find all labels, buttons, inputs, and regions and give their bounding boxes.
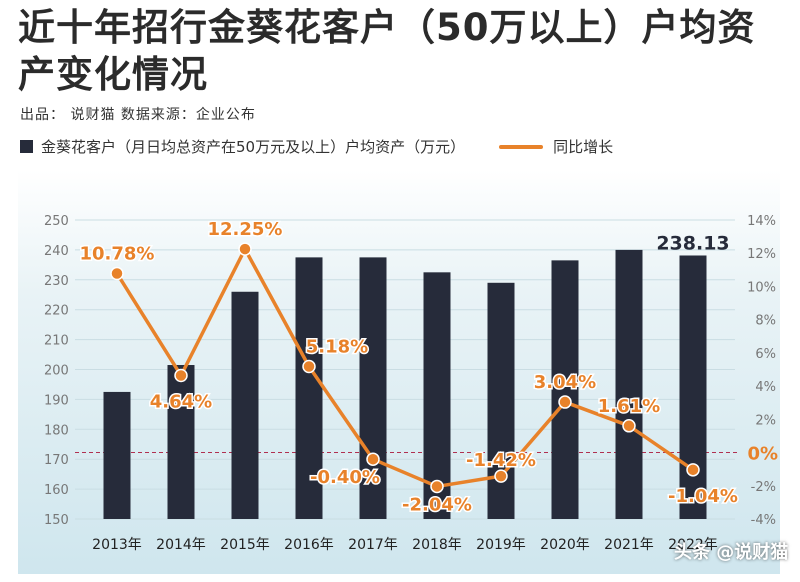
legend-bar-label: 金葵花客户（月日均总资产在50万元及以上）户均资产（万元） xyxy=(41,138,466,156)
bar xyxy=(359,257,387,519)
y-right-tick-label: 4% xyxy=(755,380,776,395)
line-point xyxy=(174,368,188,383)
line-point xyxy=(558,395,572,409)
line-point xyxy=(238,242,252,256)
bar xyxy=(167,365,195,519)
y-left-tick-label: 230 xyxy=(44,274,69,289)
y-right-tick-label: -2% xyxy=(751,480,776,495)
x-tick-label: 2015年 xyxy=(220,537,270,553)
x-tick-label: 2014年 xyxy=(156,537,206,553)
legend-bar-swatch xyxy=(20,140,33,153)
x-tick-label: 2020年 xyxy=(540,537,590,553)
x-tick-label: 2019年 xyxy=(476,537,526,553)
bar xyxy=(679,255,707,519)
x-tick-label: 2017年 xyxy=(348,537,398,553)
line-data-label: -1.04% xyxy=(668,486,738,507)
line-data-label: 5.18% xyxy=(306,337,368,358)
y-left-tick-label: 160 xyxy=(44,483,69,498)
y-left-tick-label: 200 xyxy=(44,364,69,379)
line-data-label: 1.61% xyxy=(598,396,660,417)
bar xyxy=(615,249,643,519)
line-point xyxy=(494,469,508,483)
line-data-label: 3.04% xyxy=(534,372,596,393)
growth-line xyxy=(115,247,694,489)
bar xyxy=(487,282,515,519)
x-tick-label: 2018年 xyxy=(412,537,462,553)
line-data-label: 12.25% xyxy=(208,219,283,240)
line-point xyxy=(686,463,700,477)
bar xyxy=(551,260,579,519)
y-left-tick-label: 210 xyxy=(44,334,69,349)
legend: 金葵花客户（月日均总资产在50万元及以上）户均资产（万元） 同比增长 xyxy=(20,136,613,157)
bar xyxy=(103,391,131,519)
y-left-tick-label: 190 xyxy=(44,393,69,408)
line-point xyxy=(302,359,316,374)
line-point xyxy=(110,266,124,281)
x-tick-label: 2022年 xyxy=(668,537,718,553)
line-data-label: -2.04% xyxy=(402,494,472,515)
chart-title: 近十年招行金葵花客户（50万以上）户均资产变化情况 xyxy=(18,6,756,96)
line-data-label: 10.78% xyxy=(80,243,155,264)
y-left-tick-label: 240 xyxy=(44,244,69,259)
x-tick-label: 2021年 xyxy=(604,537,654,553)
y-left-tick-label: 250 xyxy=(44,214,69,229)
y-right-zero-label: 0% xyxy=(747,444,778,465)
x-tick-label: 2013年 xyxy=(92,537,142,553)
y-left-tick-label: 170 xyxy=(44,453,69,468)
line-data-label: 4.64% xyxy=(150,391,212,412)
line-point xyxy=(366,452,380,466)
bar xyxy=(423,272,451,519)
line-point xyxy=(622,419,636,433)
y-right-tick-label: 10% xyxy=(747,280,776,295)
y-left-tick-label: 180 xyxy=(44,423,69,438)
chart-source: 出品： 说财猫 数据来源：企业公布 xyxy=(20,107,256,123)
line-point xyxy=(430,479,444,494)
x-tick-label: 2016年 xyxy=(284,537,334,553)
line-data-label: -1.42% xyxy=(466,450,536,471)
y-right-tick-label: 2% xyxy=(755,413,776,428)
watermark: 头条 @说财猫 xyxy=(674,542,789,563)
legend-line-label: 同比增长 xyxy=(553,138,614,156)
y-left-tick-label: 150 xyxy=(44,513,69,528)
y-right-tick-label: -4% xyxy=(751,513,776,528)
y-left-tick-label: 220 xyxy=(44,304,69,319)
bar xyxy=(231,291,259,519)
y-right-tick-label: 6% xyxy=(755,347,776,362)
legend-line-swatch xyxy=(499,144,544,149)
bar-value-label: 238.13 xyxy=(656,232,729,254)
y-right-tick-label: 8% xyxy=(755,314,776,329)
y-right-tick-label: 14% xyxy=(747,214,776,229)
plot-background xyxy=(18,170,780,574)
line-data-label: -0.40% xyxy=(310,467,380,488)
bar xyxy=(295,257,323,519)
y-right-tick-label: 12% xyxy=(747,247,776,262)
